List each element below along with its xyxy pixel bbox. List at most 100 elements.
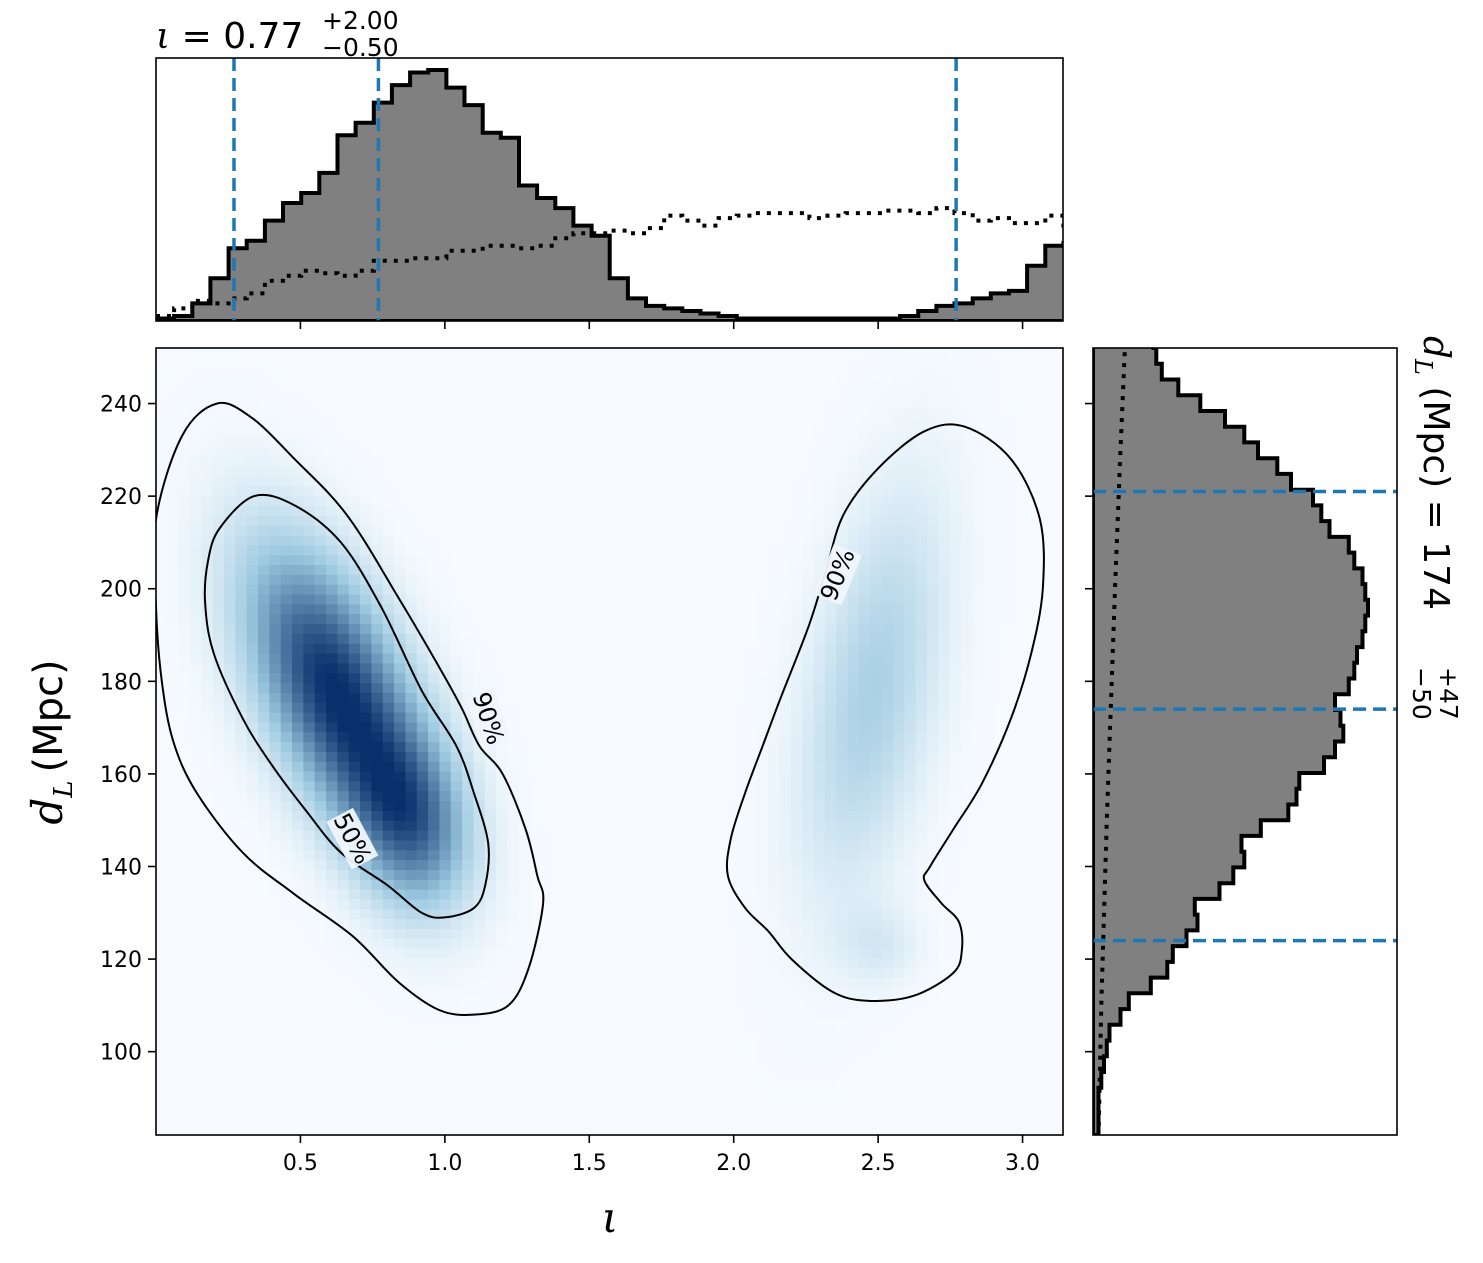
heatmap-cell bbox=[178, 633, 191, 644]
heatmap-cell bbox=[711, 771, 724, 782]
heatmap-cell bbox=[484, 1056, 497, 1067]
heatmap-cell bbox=[156, 889, 168, 900]
heatmap-cell bbox=[824, 485, 837, 497]
heatmap-cell bbox=[779, 613, 792, 625]
heatmap-cell bbox=[654, 357, 667, 369]
heatmap-cell bbox=[609, 830, 622, 841]
heatmap-cell bbox=[246, 1115, 259, 1126]
heatmap-cell bbox=[439, 879, 452, 890]
heatmap-cell bbox=[688, 1007, 701, 1018]
heatmap-cell bbox=[371, 869, 384, 880]
heatmap-cell bbox=[326, 879, 338, 890]
heatmap-cell bbox=[836, 387, 849, 398]
heatmap-cell bbox=[371, 948, 384, 959]
heatmap-cell bbox=[212, 938, 225, 949]
heatmap-cell bbox=[666, 702, 679, 713]
heatmap-cell bbox=[167, 810, 180, 821]
heatmap-cell bbox=[450, 603, 463, 615]
heatmap-cell bbox=[496, 564, 509, 575]
heatmap-cell bbox=[541, 633, 554, 644]
heatmap-cell bbox=[722, 515, 735, 526]
heatmap-cell bbox=[224, 918, 236, 930]
heatmap-cell bbox=[586, 623, 599, 634]
heatmap-cell bbox=[496, 839, 509, 851]
heatmap-cell bbox=[541, 1095, 554, 1107]
heatmap-cell bbox=[518, 1075, 531, 1087]
heatmap-cell bbox=[802, 426, 815, 438]
heatmap-cell bbox=[813, 938, 826, 949]
heatmap-cell bbox=[314, 780, 327, 792]
heatmap-cell bbox=[280, 397, 293, 408]
heatmap-cell bbox=[700, 879, 713, 890]
heatmap-cell bbox=[666, 711, 679, 723]
heatmap-cell bbox=[530, 702, 543, 713]
heatmap-cell bbox=[552, 426, 565, 438]
heatmap-cell bbox=[462, 810, 475, 821]
heatmap-cell bbox=[224, 692, 236, 703]
heatmap-cell bbox=[564, 1075, 577, 1087]
heatmap-cell bbox=[688, 849, 701, 861]
heatmap-cell bbox=[450, 780, 463, 792]
heatmap-cell bbox=[326, 1026, 338, 1038]
heatmap-cell bbox=[428, 928, 441, 939]
heatmap-cell bbox=[541, 377, 554, 388]
heatmap-cell bbox=[666, 534, 679, 546]
heatmap-cell bbox=[496, 820, 509, 831]
heatmap-cell bbox=[450, 790, 463, 802]
heatmap-cell bbox=[756, 987, 769, 998]
heatmap-cell bbox=[269, 751, 282, 762]
heatmap-cell bbox=[246, 397, 259, 408]
heatmap-cell bbox=[813, 367, 826, 379]
heatmap-cell bbox=[734, 367, 747, 379]
heatmap-cell bbox=[496, 1056, 509, 1067]
heatmap-cell bbox=[450, 1056, 463, 1067]
heatmap-cell bbox=[496, 554, 509, 566]
heatmap-cell bbox=[394, 1075, 407, 1087]
heatmap-cell bbox=[745, 525, 758, 536]
heatmap-cell bbox=[337, 751, 350, 762]
heatmap-cell bbox=[246, 702, 259, 713]
heatmap-cell bbox=[847, 1007, 860, 1018]
heatmap-cell bbox=[768, 908, 781, 920]
heatmap-cell bbox=[190, 426, 202, 438]
heatmap-cell bbox=[326, 957, 338, 969]
heatmap-cell bbox=[824, 957, 837, 969]
heatmap-cell bbox=[711, 790, 724, 802]
heatmap-cell bbox=[598, 416, 611, 428]
heatmap-cell bbox=[190, 682, 202, 693]
heatmap-cell bbox=[314, 584, 327, 595]
heatmap-cell bbox=[586, 1085, 599, 1097]
heatmap-cell bbox=[246, 948, 259, 959]
heatmap-cell bbox=[258, 751, 270, 762]
heatmap-cell bbox=[190, 780, 202, 792]
heatmap-cell bbox=[643, 839, 656, 851]
heatmap-cell bbox=[280, 475, 293, 487]
heatmap-cell bbox=[382, 928, 395, 939]
heatmap-cell bbox=[552, 1056, 565, 1067]
heatmap-cell bbox=[473, 908, 486, 920]
heatmap-cell bbox=[337, 987, 350, 998]
heatmap-cell bbox=[586, 407, 599, 418]
heatmap-cell bbox=[360, 879, 373, 890]
heatmap-cell bbox=[643, 967, 656, 979]
heatmap-cell bbox=[156, 967, 168, 979]
heatmap-cell bbox=[439, 436, 452, 447]
heatmap-cell bbox=[688, 515, 701, 526]
heatmap-cell bbox=[439, 1046, 452, 1057]
heatmap-cell bbox=[575, 859, 588, 870]
heatmap-cell bbox=[541, 839, 554, 851]
heatmap-cell bbox=[779, 702, 792, 713]
heatmap-cell bbox=[382, 1036, 395, 1048]
heatmap-cell bbox=[609, 957, 622, 969]
heatmap-cell bbox=[269, 515, 282, 526]
heatmap-cell bbox=[348, 1046, 361, 1057]
heatmap-cell bbox=[530, 1095, 543, 1107]
heatmap-cell bbox=[156, 505, 168, 516]
heatmap-cell bbox=[847, 859, 860, 870]
heatmap-cell bbox=[371, 387, 384, 398]
heatmap-cell bbox=[314, 495, 327, 506]
heatmap-cell bbox=[439, 967, 452, 979]
heatmap-cell bbox=[473, 938, 486, 949]
heatmap-cell bbox=[632, 997, 645, 1008]
heatmap-cell bbox=[620, 1105, 633, 1116]
